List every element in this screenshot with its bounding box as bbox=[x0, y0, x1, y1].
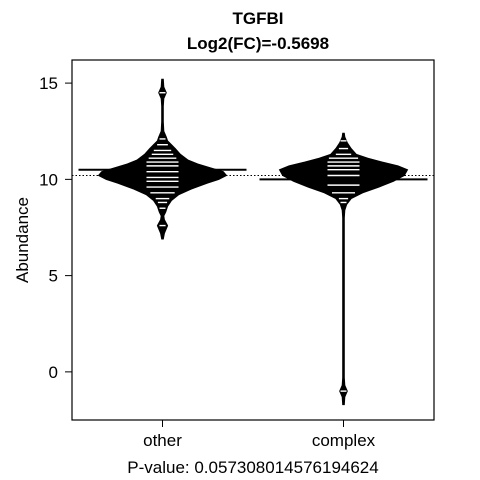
bean-complex bbox=[259, 132, 428, 406]
plot-frame bbox=[71, 59, 435, 421]
bean-density bbox=[278, 132, 409, 406]
y-axis-label: Abundance bbox=[13, 197, 32, 283]
y-axis: 0 5 10 15 bbox=[39, 74, 72, 382]
bean-density bbox=[97, 78, 228, 240]
x-tick-label: complex bbox=[312, 431, 376, 450]
y-tick-label: 15 bbox=[39, 74, 58, 93]
chart-subtitle: Log2(FC)=-0.5698 bbox=[187, 34, 329, 53]
x-tick-label: other bbox=[143, 431, 182, 450]
bean-other bbox=[78, 78, 247, 240]
p-value-footer: P-value: 0.057308014576194624 bbox=[127, 458, 378, 477]
y-tick-label: 5 bbox=[49, 267, 58, 286]
plot-area bbox=[72, 78, 434, 406]
y-tick-label: 0 bbox=[49, 363, 58, 382]
x-axis: other complex bbox=[143, 420, 376, 450]
y-tick-label: 10 bbox=[39, 170, 58, 189]
chart-title: TGFBI bbox=[233, 9, 284, 28]
